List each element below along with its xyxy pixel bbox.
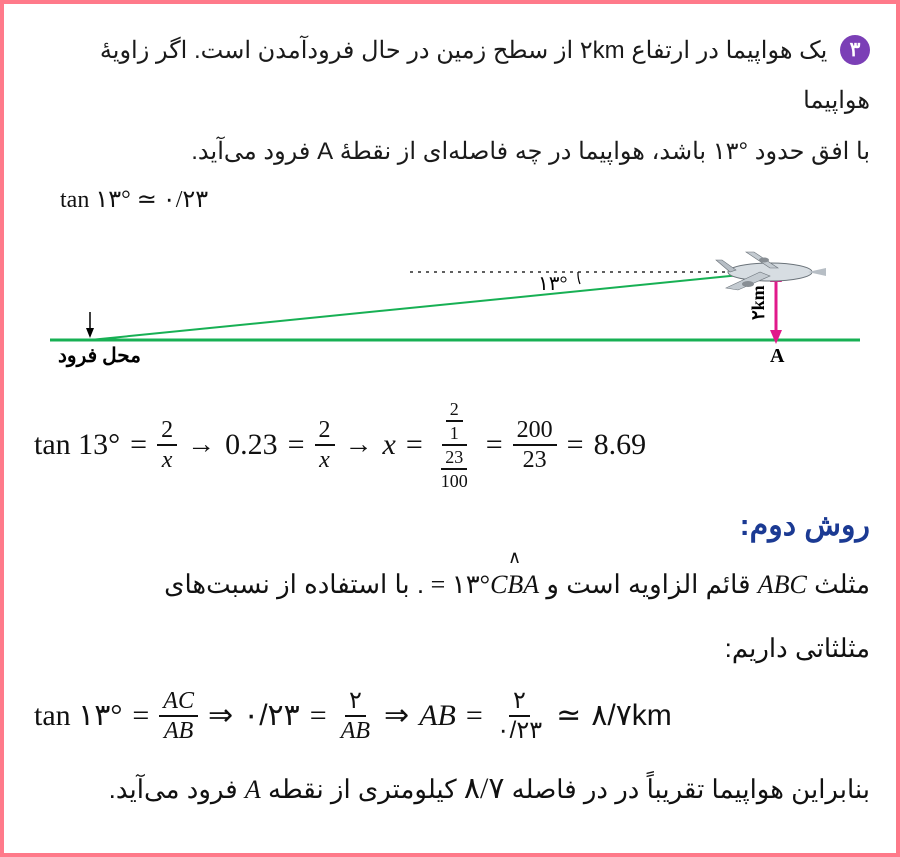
para-pre: مثلث (807, 569, 870, 599)
eq1-f1-den: x (158, 446, 177, 472)
landing-label: محل فرود (58, 345, 141, 368)
problem-line-2: با افق حدود °۱۳ باشد، هواپیما در چه فاصل… (191, 138, 870, 165)
altitude-label: ۲km (748, 285, 768, 320)
problem-number-badge: ۳ (840, 35, 870, 65)
eq1-eq-5: = (567, 428, 584, 462)
eq1-frac-3: 2 1 23 100 (433, 400, 476, 490)
eq2-imp-2: ⇒ (384, 698, 409, 733)
eq1-frac-1: 2 x (157, 418, 177, 472)
eq1-eq-4: = (486, 428, 503, 462)
eq1-f3-num-frac: 2 1 (446, 400, 463, 442)
eq2-approx: ≃ (556, 698, 581, 733)
eq1-val-023: 0.23 (225, 428, 278, 462)
eq1-f2-num: 2 (315, 418, 335, 446)
problem-statement: ۳ یک هواپیما در ارتفاع ۲km از سطح زمین د… (30, 26, 870, 177)
airplane-icon (716, 252, 826, 290)
eq1-frac-2: 2 x (315, 418, 335, 472)
angle-arc (578, 272, 580, 284)
eq2-f3-den: ۰/۲۳ (493, 717, 546, 743)
descent-line (90, 274, 750, 340)
page: ۳ یک هواپیما در ارتفاع ۲km از سطح زمین د… (4, 4, 896, 853)
conclusion: بنابراین هواپیما تقریباً در در فاصله ۸/۷… (30, 759, 870, 819)
conc-A: A (245, 775, 261, 804)
eq2-v1: ۰/۲۳ (243, 698, 300, 733)
eq2-eq-3: = (466, 699, 483, 733)
tan-approx-note: tan ۱۳° ≃ ۰/۲۳ (60, 185, 870, 214)
eq1-eq-1: = (130, 428, 147, 462)
airplane-diagram: ۱۳° ۲km A محل فرود (30, 212, 870, 382)
eq2-result-text: ۸/۷km (591, 699, 672, 732)
para-mid: قائم الزاویه است و (539, 569, 758, 599)
altitude-arrow-down (770, 330, 782, 344)
eq1-arrow-1: → (187, 429, 215, 461)
eq2-ab: AB (419, 699, 456, 733)
diagram-svg: ۱۳° ۲km A محل فرود (30, 212, 870, 382)
solution-equation-1: tan 13° = 2 x → 0.23 = 2 x → x = 2 1 23 (34, 400, 870, 490)
eq2-f2-num: ۲ (345, 689, 366, 717)
eq2-f3-num: ۲ (509, 689, 530, 717)
eq1-eq-2: = (288, 428, 305, 462)
para-line2: مثلثاتی داریم: (725, 633, 870, 663)
eq1-x: x (383, 428, 396, 462)
angle-label: ۱۳° (538, 273, 567, 295)
eq2-eq-2: = (310, 699, 327, 733)
eq1-f3-num: 2 1 (442, 400, 467, 446)
eq1-f3-den-bot: 100 (437, 470, 472, 490)
eq2-frac-1: AC AB (159, 689, 198, 743)
conc-pre: بنابراین هواپیما تقریباً در در فاصله (504, 774, 870, 804)
eq1-f3-den: 23 100 (433, 446, 476, 490)
para-angle: CBA (490, 554, 539, 616)
eq1-f3-den-frac: 23 100 (437, 448, 472, 490)
conc-val: ۸/۷ (464, 772, 505, 805)
eq1-result: 8.69 (594, 428, 647, 462)
eq2-f2-den: AB (337, 717, 374, 743)
para-post: . با استفاده از نسبت‌های (164, 569, 424, 599)
eq1-tan: tan 13° (34, 428, 120, 462)
conc-post: فرود می‌آید. (109, 774, 245, 804)
eq1-f1-num: 2 (157, 418, 177, 446)
eq1-f3-num-top: 2 (446, 400, 463, 422)
solution-equation-2: tan ۱۳° = AC AB ⇒ ۰/۲۳ = ۲ AB ⇒ AB = ۲ ۰… (34, 689, 870, 743)
eq2-result: ۸/۷km (591, 698, 672, 733)
eq1-f3-den-top: 23 (441, 448, 467, 470)
problem-line-1: یک هواپیما در ارتفاع ۲km از سطح زمین در … (100, 37, 870, 114)
eq1-f3-num-bot: 1 (446, 422, 463, 442)
eq2-f1-den: AB (160, 717, 197, 743)
eq1-f2-den: x (315, 446, 334, 472)
eq2-f1-num: AC (159, 689, 198, 717)
eq1-f4-num: 200 (513, 418, 557, 446)
para-abc: ABC (758, 570, 807, 599)
eq2-frac-3: ۲ ۰/۲۳ (493, 689, 546, 743)
eq2-tan-text: tan ۱۳° (34, 699, 122, 732)
eq1-arrow-2: → (345, 429, 373, 461)
eq2-eq-1: = (132, 699, 149, 733)
eq1-f4-den: 23 (519, 446, 551, 472)
eq2-tan: tan ۱۳° (34, 698, 122, 733)
conc-mid: کیلومتری از نقطه (261, 774, 464, 804)
eq2-imp-1: ⇒ (208, 698, 233, 733)
method-2-paragraph: مثلث ABC قائم الزاویه است و CBA = ۱۳°. ب… (30, 553, 870, 679)
method-2-heading: روش دوم: (30, 508, 870, 543)
landing-arrow-head (86, 328, 94, 338)
eq2-frac-2: ۲ AB (337, 689, 374, 743)
point-a-label: A (770, 345, 785, 367)
eq1-eq-3: = (406, 428, 423, 462)
eq1-frac-4: 200 23 (513, 418, 557, 472)
para-angle-val: = ۱۳° (424, 570, 490, 599)
